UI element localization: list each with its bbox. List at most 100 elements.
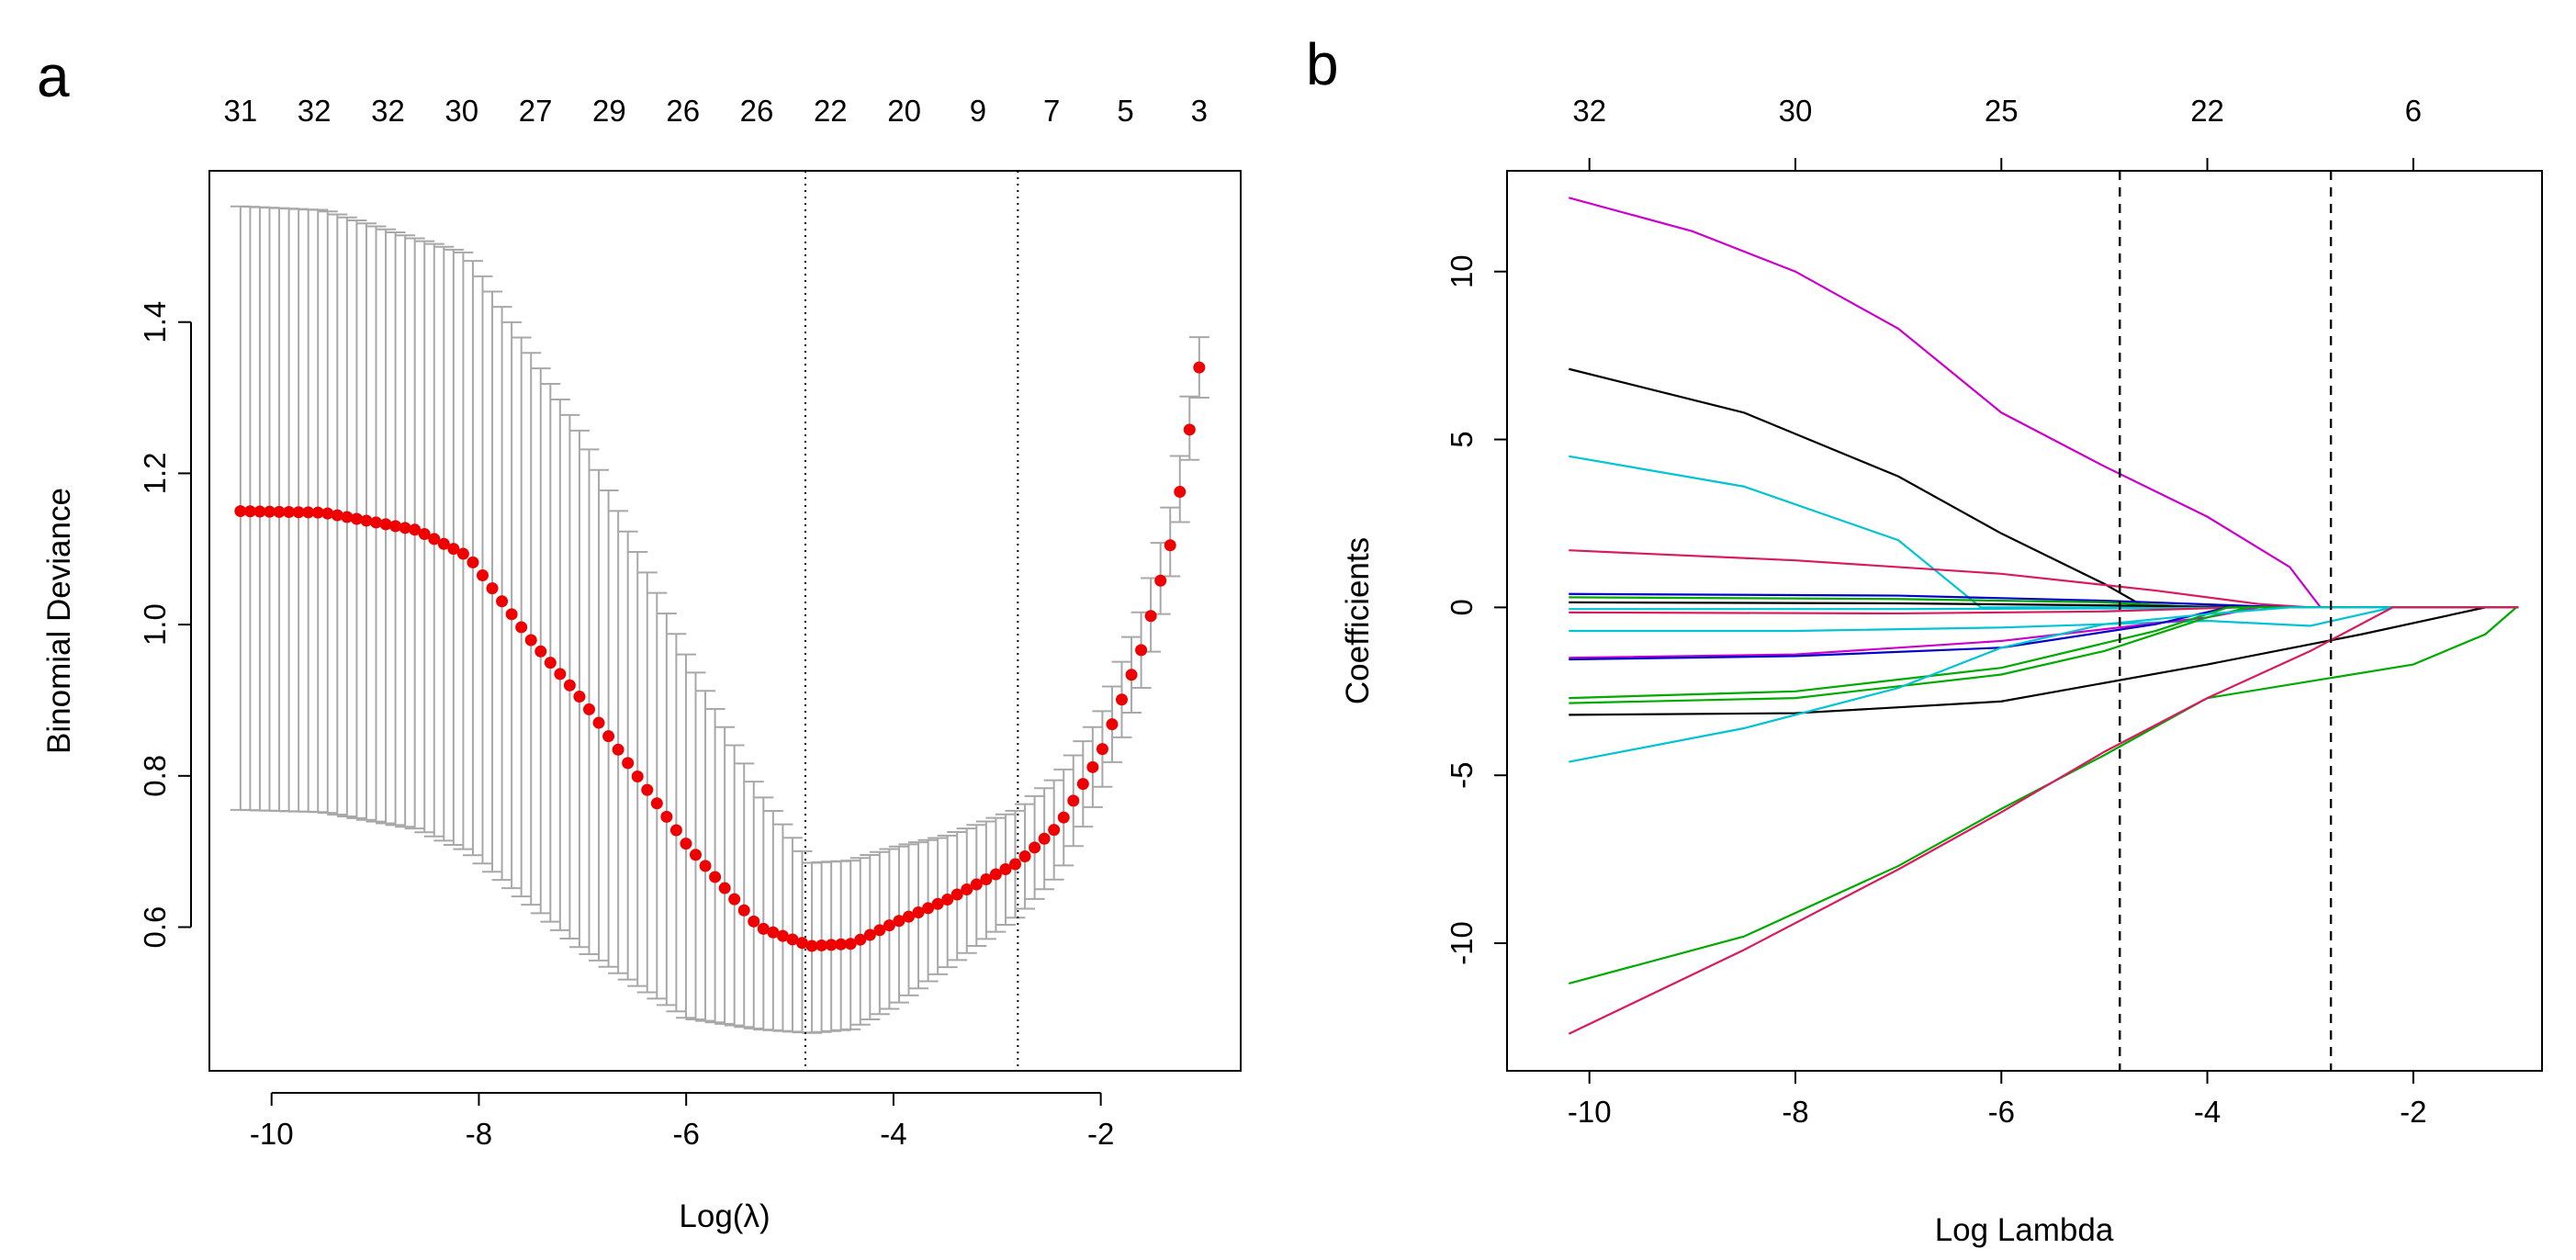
top-axis-label: 6	[2405, 94, 2422, 128]
data-point	[369, 516, 382, 529]
panel-b-y-axis: -10 -5 0 5 10	[1445, 254, 1507, 965]
top-axis-label: 22	[814, 94, 848, 128]
data-point	[1008, 858, 1021, 871]
data-point	[234, 505, 247, 518]
coefficient-path	[1569, 455, 2519, 609]
data-point	[786, 933, 799, 946]
y-tick-label: -5	[1445, 762, 1479, 789]
data-point	[1048, 824, 1061, 837]
data-point	[476, 569, 489, 582]
panel-b-letter: b	[1306, 31, 1339, 97]
panel-a-letter: a	[37, 43, 70, 109]
y-tick-label: 1.0	[138, 603, 172, 646]
top-axis-label: 32	[298, 94, 332, 128]
data-point	[844, 938, 857, 951]
data-point	[496, 595, 509, 608]
data-point	[360, 514, 373, 527]
data-point	[680, 838, 692, 850]
panel-b-x-axis-title: Log Lambda	[1935, 1212, 2114, 1248]
data-point	[669, 824, 682, 837]
data-point	[902, 910, 915, 923]
data-point	[863, 928, 876, 941]
data-point	[883, 919, 895, 932]
data-point	[641, 783, 654, 796]
x-tick-label: -6	[1988, 1095, 2015, 1129]
x-tick-label: -4	[880, 1117, 906, 1151]
data-point	[980, 873, 993, 886]
data-point	[931, 897, 944, 910]
panel-b-coefficient-paths	[1568, 197, 2519, 1035]
data-point	[379, 518, 392, 531]
data-point	[505, 608, 518, 621]
data-point	[816, 939, 828, 951]
data-point	[437, 537, 450, 550]
data-point	[263, 505, 276, 518]
data-point	[1135, 644, 1148, 657]
top-axis-label: 5	[1117, 94, 1133, 128]
panel-a-points	[234, 361, 1206, 952]
data-point	[767, 926, 780, 939]
data-point	[709, 871, 722, 883]
panel-a-y-axis: 0.6 0.8 1.0 1.2 1.4	[138, 301, 192, 948]
data-point	[1029, 841, 1041, 854]
data-point	[447, 543, 460, 556]
data-point	[1193, 361, 1206, 374]
data-point	[757, 922, 770, 935]
coefficient-path	[1569, 367, 2519, 609]
top-axis-label: 26	[740, 94, 774, 128]
top-axis-label: 32	[371, 94, 405, 128]
data-point	[554, 668, 567, 681]
panel-a-y-axis-title: Binomial Deviance	[41, 488, 77, 754]
panel-a: a -10 -8 -6 -4 -2 0.6 0.8 1.0 1.2 1.4 31 32 32 30 27…	[37, 43, 1242, 1234]
x-tick-label: -6	[673, 1117, 700, 1151]
coefficient-path	[1569, 606, 2519, 716]
y-tick-label: 0.8	[138, 755, 172, 797]
x-tick-label: -8	[1782, 1095, 1808, 1129]
top-axis-label: 27	[519, 94, 553, 128]
data-point	[321, 507, 334, 520]
top-axis-label: 29	[592, 94, 626, 128]
data-point	[699, 860, 712, 872]
data-point	[631, 771, 644, 783]
panel-b-plot-box	[1506, 170, 2543, 1072]
data-point	[592, 716, 605, 729]
data-point	[825, 939, 838, 951]
data-point	[399, 522, 411, 534]
y-tick-label: 5	[1445, 431, 1479, 447]
panel-a-vlines	[804, 171, 1019, 1071]
data-point	[795, 937, 808, 950]
x-tick-label: -2	[2400, 1095, 2426, 1129]
top-axis-label: 31	[223, 94, 257, 128]
data-point	[602, 730, 615, 743]
data-point	[456, 547, 469, 560]
panel-a-top-axis: 31 32 32 30 27 29 26 26 22 20 9 7 5 3	[223, 94, 1208, 128]
x-tick-label: -2	[1087, 1117, 1114, 1151]
data-point	[941, 893, 954, 906]
data-point	[1125, 669, 1138, 681]
data-point	[873, 924, 886, 937]
panel-b-y-axis-title: Coefficients	[1340, 537, 1376, 704]
data-point	[582, 703, 595, 715]
data-point	[835, 938, 848, 951]
top-axis-label: 30	[444, 94, 478, 128]
top-axis-label: 30	[1779, 94, 1813, 128]
data-point	[1164, 539, 1176, 552]
coefficient-path	[1568, 606, 2519, 1035]
top-axis-label: 26	[666, 94, 700, 128]
data-point	[650, 797, 663, 810]
coefficient-path	[1569, 606, 2519, 763]
data-point	[748, 915, 760, 928]
y-tick-label: 0	[1445, 599, 1479, 615]
data-point	[1057, 811, 1070, 824]
coefficient-path	[1569, 606, 2519, 700]
data-point	[331, 509, 343, 522]
data-point	[534, 645, 547, 658]
x-tick-label: -10	[250, 1117, 294, 1151]
data-point	[409, 523, 422, 536]
top-axis-label: 22	[2190, 94, 2224, 128]
data-point	[805, 939, 818, 952]
data-point	[1018, 850, 1031, 863]
y-tick-label: 1.4	[138, 301, 172, 343]
data-point	[1115, 693, 1128, 706]
y-tick-label: 1.2	[138, 452, 172, 494]
